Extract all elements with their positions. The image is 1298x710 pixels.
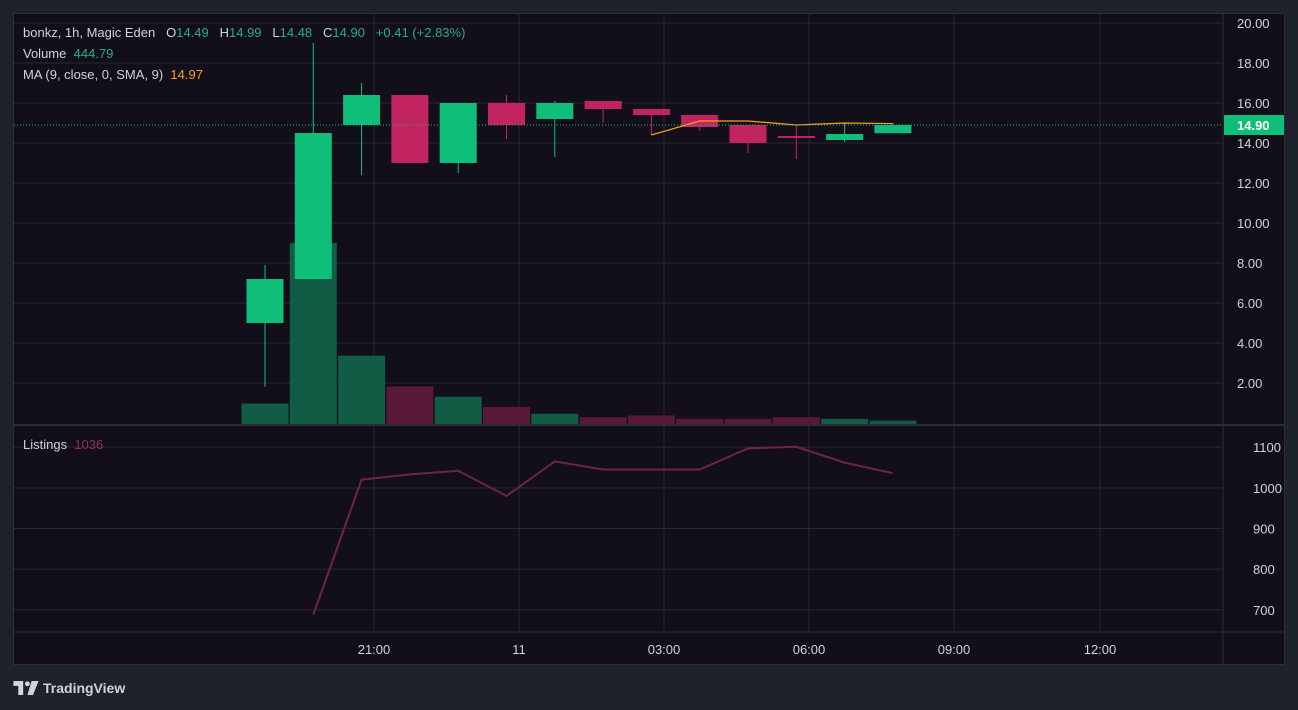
candle-body (826, 134, 864, 140)
candle-body (439, 103, 477, 163)
time-tick-label: 03:00 (648, 642, 681, 657)
price-tick-label: 18.00 (1237, 56, 1270, 71)
low-value: 14.48 (279, 25, 313, 40)
listings-tick-label: 900 (1253, 522, 1275, 537)
listings-tick-label: 800 (1253, 562, 1275, 577)
open-label: O (166, 25, 177, 40)
time-tick-label: 21:00 (358, 642, 391, 657)
candle (488, 95, 525, 139)
change-value: +0.41 (+2.83%) (375, 25, 466, 40)
volume-bar (869, 420, 917, 424)
price-tick-label: 8.00 (1237, 256, 1262, 271)
volume-bar (483, 406, 530, 424)
candle (826, 123, 864, 142)
tradingview-logo-icon (13, 681, 39, 695)
time-tick-label: 06:00 (793, 642, 826, 657)
open-value: 14.49 (176, 25, 209, 40)
volume-bar (434, 396, 482, 424)
price-tick-label: 14.00 (1237, 136, 1270, 151)
close-value: 14.90 (332, 25, 365, 40)
candle-body (632, 109, 670, 115)
volume-label: Volume (23, 46, 67, 61)
last-price-badge-label: 14.90 (1237, 118, 1270, 133)
listings-legend[interactable]: Listings 1036 (23, 437, 103, 452)
high-value: 14.99 (229, 25, 262, 40)
chart-container[interactable]: 2.00 4.00 6.00 8.00 10.00 12.00 14.00 16.00 18.0… (13, 13, 1285, 665)
price-tick-label: 6.00 (1237, 296, 1262, 311)
ma-legend[interactable]: MA (9, close, 0, SMA, 9) 14.97 (23, 67, 203, 82)
candle (874, 123, 912, 134)
candle-body (488, 103, 525, 125)
grid-lines (14, 14, 1223, 631)
candle-body (729, 125, 767, 143)
listings-value: 1036 (74, 437, 104, 452)
candle-body (294, 133, 332, 279)
brand-name: TradingView (43, 680, 126, 696)
candle (729, 125, 767, 153)
time-tick-label: 09:00 (938, 642, 971, 657)
symbol-title[interactable]: bonkz, 1h, Magic Eden (23, 25, 156, 40)
listings-label: Listings (23, 437, 68, 452)
price-tick-label: 10.00 (1237, 216, 1270, 231)
volume-bar (772, 417, 820, 424)
price-tick-label: 4.00 (1237, 336, 1262, 351)
listings-tick-label: 700 (1253, 603, 1275, 618)
candle (632, 109, 670, 135)
close-label: C (323, 25, 333, 40)
candle (777, 125, 815, 159)
candle (246, 265, 284, 387)
volume-bar (579, 417, 627, 424)
chart-canvas[interactable]: 2.00 4.00 6.00 8.00 10.00 12.00 14.00 16.00 18.0… (14, 14, 1284, 664)
volume-bar (241, 403, 289, 424)
candle (294, 43, 332, 279)
ma-label: MA (9, close, 0, SMA, 9) (23, 67, 164, 82)
low-label: L (272, 25, 280, 40)
candle-body (391, 95, 429, 163)
high-label: H (219, 25, 229, 40)
candle (584, 101, 622, 123)
volume-bar (821, 418, 869, 424)
volume-bar (386, 386, 434, 424)
last-price-badge (1224, 115, 1284, 135)
volume-bar (338, 355, 386, 424)
candle-body (777, 136, 815, 138)
listings-line (312, 445, 894, 616)
candle (343, 83, 381, 175)
price-tick-label: 2.00 (1237, 376, 1262, 391)
price-tick-label: 16.00 (1237, 96, 1270, 111)
candle (391, 95, 429, 163)
tradingview-brand[interactable]: TradingView (13, 678, 125, 698)
candle-body (536, 103, 574, 119)
ohlc-legend: bonkz, 1h, Magic Eden O14.49 H14.99 L14.… (23, 25, 465, 40)
listings-tick-label: 1000 (1253, 481, 1282, 496)
volume-bar (724, 418, 772, 424)
candle-body (874, 125, 912, 134)
listings-tick-label: 1100 (1253, 440, 1281, 455)
candle-body (246, 279, 284, 323)
volume-bar (531, 413, 579, 424)
candle (536, 101, 574, 157)
volume-bar (627, 415, 675, 424)
candle (681, 115, 719, 131)
ma-line (651, 120, 893, 136)
candle-body (584, 101, 622, 109)
volume-legend[interactable]: Volume 444.79 (23, 46, 113, 61)
candle (439, 103, 477, 173)
volume-value: 444.79 (73, 46, 114, 61)
time-tick-label: 12:00 (1084, 642, 1117, 657)
price-tick-label: 12.00 (1237, 176, 1270, 191)
price-tick-label: 20.00 (1237, 16, 1270, 31)
ma-value: 14.97 (170, 67, 203, 82)
candle-body (343, 95, 381, 125)
volume-bar (676, 418, 724, 424)
time-tick-label: 11 (512, 642, 526, 657)
